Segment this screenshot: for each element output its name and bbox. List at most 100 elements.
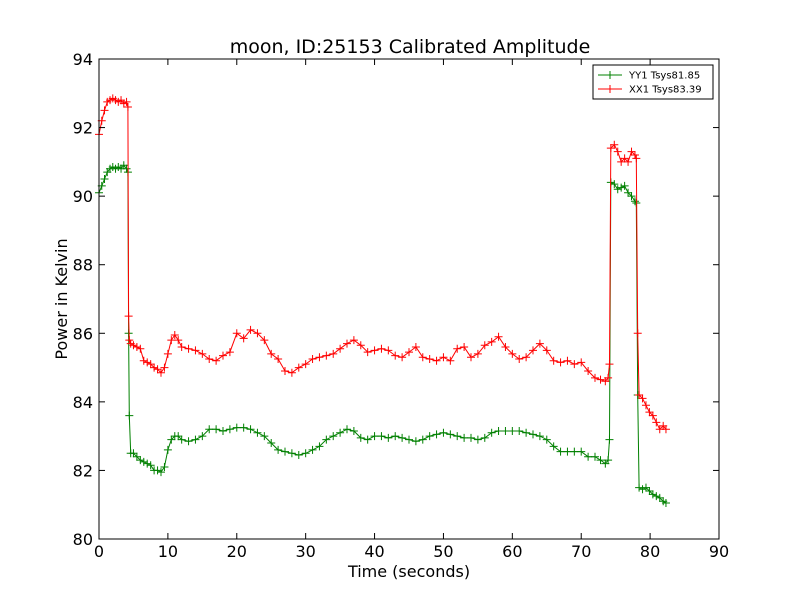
data-point (645, 487, 654, 495)
data-point (630, 197, 639, 206)
data-point (281, 447, 289, 456)
data-point (129, 341, 138, 350)
data-point (446, 430, 455, 439)
data-point (606, 144, 615, 153)
data-point (570, 360, 579, 369)
data-point (150, 363, 159, 372)
y-tick-label: 80 (73, 530, 93, 549)
data-point (620, 154, 629, 163)
x-tick-label: 10 (158, 542, 178, 561)
data-point (157, 468, 165, 477)
data-point (638, 485, 647, 494)
data-point (163, 445, 172, 454)
series-0 (95, 161, 670, 507)
data-point (184, 344, 193, 353)
data-point (515, 427, 524, 435)
data-point (661, 425, 670, 434)
data-point (480, 433, 489, 442)
data-point (501, 343, 510, 351)
data-point (294, 451, 303, 459)
plot-frame (98, 58, 720, 540)
x-axis-label: Time (seconds) (347, 562, 470, 581)
data-point (205, 355, 214, 363)
data-point (549, 356, 558, 365)
data-point (143, 358, 152, 367)
data-point (384, 346, 393, 355)
data-point (153, 365, 162, 374)
data-point (467, 433, 475, 442)
data-point (377, 432, 386, 441)
data-point (596, 456, 605, 465)
data-point (638, 394, 647, 403)
data-point (260, 432, 269, 441)
plot-area (99, 59, 719, 539)
data-point (535, 432, 544, 441)
data-point (343, 425, 351, 434)
data-point (125, 336, 134, 345)
data-point (153, 466, 162, 475)
data-point (425, 355, 434, 363)
tick-layer: 0 10 20 30 40 50 60 70 80 90 80 82 84 86 88 90 92 94 (73, 50, 730, 561)
data-point (604, 373, 613, 382)
data-point (377, 344, 386, 353)
data-point (473, 435, 482, 444)
x-tick-label: 80 (640, 542, 660, 561)
data-point (596, 375, 605, 384)
legend-marker (606, 85, 614, 93)
data-point (363, 348, 372, 357)
data-point (170, 331, 179, 339)
data-point (425, 432, 434, 441)
data-point (315, 442, 324, 451)
legend-label: XX1 Tsys83.39 (629, 85, 702, 96)
data-point (370, 432, 379, 441)
data-point (225, 425, 234, 434)
data-point (198, 349, 207, 358)
data-point (100, 175, 109, 183)
data-point (633, 329, 642, 338)
data-point (239, 334, 248, 343)
data-point (648, 411, 657, 420)
data-point (460, 433, 469, 442)
data-point (418, 353, 427, 362)
x-tick-label: 40 (364, 542, 384, 561)
data-point (294, 363, 303, 372)
data-point (239, 423, 248, 432)
legend-label: YY1 Tsys81.85 (628, 71, 700, 82)
legend-box (592, 64, 714, 100)
data-point (174, 432, 183, 441)
data-point (391, 351, 400, 360)
data-point (577, 358, 586, 367)
data-point (274, 445, 283, 454)
data-point (336, 344, 345, 353)
data-point (584, 367, 593, 375)
data-point (652, 492, 661, 501)
data-point (617, 183, 626, 192)
data-point (308, 445, 317, 454)
data-point (487, 428, 496, 437)
data-point (655, 493, 664, 502)
data-point (624, 157, 633, 166)
data-point (191, 346, 200, 355)
data-point (494, 427, 503, 435)
data-point (122, 164, 131, 173)
data-point (267, 439, 276, 447)
data-point (349, 336, 358, 345)
data-point (122, 97, 131, 106)
data-point (322, 351, 331, 360)
data-point (480, 341, 489, 350)
data-point (515, 355, 524, 363)
x-tick-label: 30 (295, 542, 315, 561)
y-tick-label: 90 (73, 187, 93, 206)
data-point (487, 337, 496, 346)
data-point (563, 356, 572, 365)
data-point (645, 408, 654, 417)
legend: YY1 Tsys81.85 XX1 Tsys83.39 (592, 64, 714, 100)
data-point (405, 348, 413, 357)
data-point (160, 363, 169, 372)
data-point (613, 147, 622, 156)
data-point (627, 147, 636, 156)
data-point (281, 367, 289, 375)
data-point (356, 433, 365, 442)
data-point (123, 103, 132, 111)
